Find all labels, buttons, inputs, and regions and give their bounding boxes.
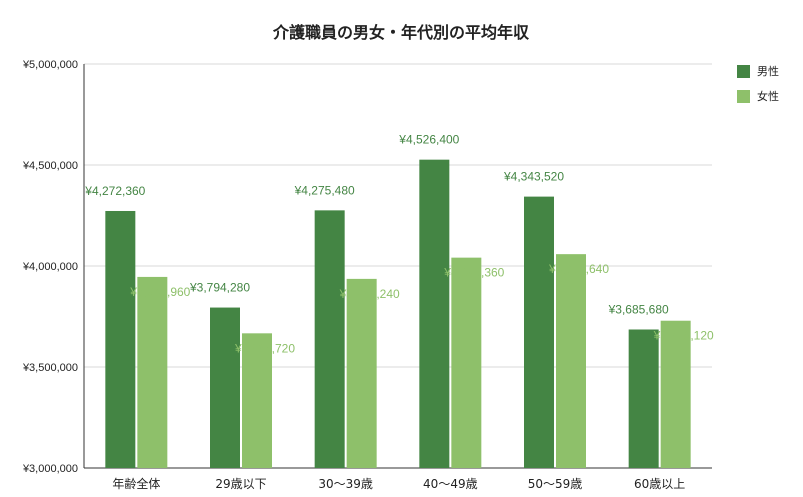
y-tick-label: ¥3,500,000 [22,362,78,374]
x-tick-label: 50〜59歳 [528,477,583,491]
chart-title: 介護職員の男女・年代別の平均年収 [272,23,530,42]
bar-female [242,333,272,468]
legend-label: 男性 [757,64,779,78]
x-tick-label: 30〜39歳 [318,477,373,491]
data-label-female: ¥3,945,960 [129,285,190,299]
data-label-male: ¥4,272,360 [84,184,145,198]
y-axis-ticks: ¥3,000,000 ¥3,500,000 ¥4,000,000 ¥4,500,000… [22,59,78,475]
bar-female [137,276,168,468]
bar-female [556,254,586,468]
x-tick-label: 60歳以上 [634,477,685,491]
x-axis-ticks: 年齢全体 29歳以下 30〜39歳 40〜49歳 50〜59歳 60歳以上 [112,476,685,491]
bar-male [210,307,240,468]
x-tick-label: 年齢全体 [112,476,160,491]
data-label-male: ¥3,794,280 [189,281,250,295]
bar-male [628,329,659,468]
bar-female [660,320,691,468]
data-label-female: ¥3,666,720 [234,341,295,355]
bar-female [451,257,482,468]
y-tick-label: ¥4,000,000 [22,261,78,273]
data-label-female: ¥4,058,640 [548,262,609,276]
x-tick-label: 40〜49歳 [423,477,478,491]
bar-male [524,196,554,469]
legend-label: 女性 [757,89,779,103]
data-label-female: ¥3,936,240 [339,287,400,301]
bar-male [314,210,345,469]
data-label-male: ¥3,685,680 [608,302,669,316]
bars [105,159,691,469]
bar-male [105,210,136,468]
legend-swatch [737,65,750,78]
y-tick-label: ¥3,000,000 [22,463,78,475]
data-label-male: ¥4,343,520 [503,170,564,184]
y-tick-label: ¥5,000,000 [22,59,78,71]
legend-swatch [737,90,750,103]
data-label-female: ¥4,041,360 [443,266,504,280]
y-tick-label: ¥4,500,000 [22,160,78,172]
data-label-male: ¥4,526,400 [398,133,459,147]
bar-male [419,159,450,468]
grid-lines [83,63,712,469]
x-tick-label: 29歳以下 [215,477,266,491]
data-label-male: ¥4,275,480 [294,183,355,197]
bar-female [346,278,377,468]
data-labels: ¥4,272,360 ¥3,945,960 ¥3,794,280 ¥3,666,720… [84,133,714,356]
data-label-female: ¥3,729,120 [653,329,714,343]
